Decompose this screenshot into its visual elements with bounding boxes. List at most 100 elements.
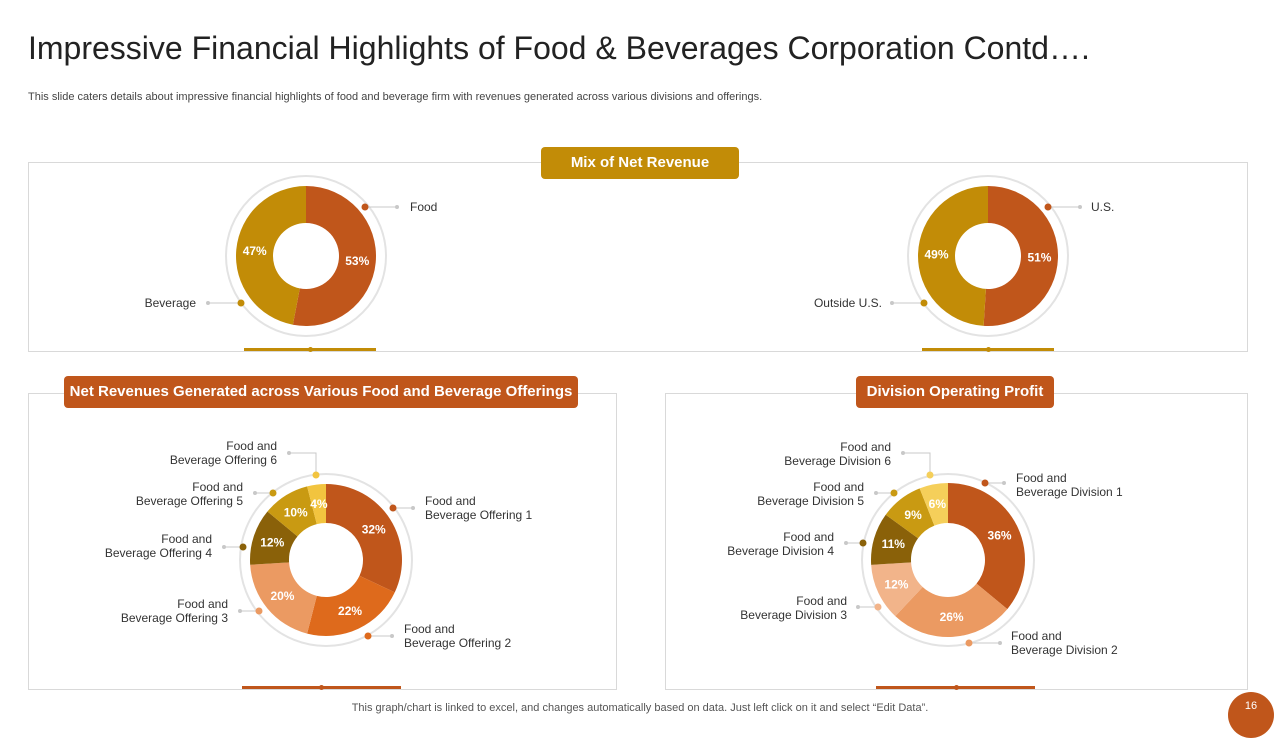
legend-label: Beverage Division 6 — [784, 454, 891, 468]
donut-slice — [871, 562, 923, 617]
legend-connector — [289, 452, 317, 475]
legend-connector-end — [1078, 205, 1082, 209]
legend-marker — [389, 504, 397, 512]
legend-label: Food and — [404, 622, 455, 636]
donut-data-label: 36% — [988, 529, 1012, 543]
legend-connector-end — [998, 641, 1002, 645]
legend-label: Beverage Offering 1 — [425, 508, 533, 522]
mix-of-net-revenue-header: Mix of Net Revenue — [541, 147, 739, 179]
donut-data-label: 12% — [884, 577, 908, 591]
donut-slice — [983, 186, 1059, 326]
legend-label: Beverage Offering 3 — [121, 611, 229, 625]
legend-connector-end — [395, 205, 399, 209]
page-number: 16 — [1244, 700, 1258, 712]
legend-label: Food and — [783, 530, 834, 544]
legend-label: Beverage Division 3 — [740, 608, 847, 622]
legend-connector-end — [222, 545, 226, 549]
donut-slice — [918, 186, 988, 326]
legend-label: Food — [410, 200, 437, 214]
legend-marker — [312, 471, 320, 479]
donut-data-label: 53% — [345, 254, 369, 268]
donut-data-label: 26% — [940, 610, 964, 624]
legend-marker — [859, 539, 867, 547]
legend-label: Food and — [161, 532, 212, 546]
legend-label: Beverage Division 4 — [727, 544, 834, 558]
page-subtitle: This slide caters details about impressi… — [28, 91, 763, 103]
legend-marker — [364, 632, 372, 640]
legend-connector-end — [890, 301, 894, 305]
donut-slice — [919, 483, 948, 526]
legend-label: Food and — [425, 494, 476, 508]
donut-slice — [871, 514, 919, 565]
us-outside-donut-chart: 51% 49% U.S. Outside U.S. — [814, 175, 1114, 337]
legend-label: Outside U.S. — [814, 296, 882, 310]
legend-connector-end — [411, 506, 415, 510]
legend-marker — [239, 543, 247, 551]
donut-data-label: 9% — [904, 508, 922, 522]
legend-marker — [269, 489, 277, 497]
donut-data-label: 20% — [270, 589, 294, 603]
legend-label: Beverage Division 1 — [1016, 485, 1123, 499]
legend-connector-end — [287, 451, 291, 455]
footnote: This graph/chart is linked to excel, and… — [351, 702, 929, 714]
legend-connector-end — [856, 605, 860, 609]
donut-data-label: 11% — [882, 537, 906, 551]
legend-connector — [903, 452, 931, 475]
legend-label: U.S. — [1091, 200, 1114, 214]
legend-label: Food and — [226, 439, 277, 453]
food-beverage-donut-chart: 53% 47% Food Beverage — [145, 175, 437, 337]
donut-data-label: 12% — [260, 536, 284, 550]
legend-marker — [874, 603, 882, 611]
legend-connector-end — [206, 301, 210, 305]
legend-label: Food and — [192, 480, 243, 494]
legend-label: Beverage Division 5 — [757, 494, 864, 508]
legend-label: Food and — [1011, 629, 1062, 643]
legend-label: Food and — [840, 440, 891, 454]
legend-label: Beverage Offering 6 — [170, 453, 278, 467]
legend-marker — [237, 299, 245, 307]
donut-data-label: 10% — [284, 505, 308, 519]
legend-marker — [926, 471, 934, 479]
legend-marker — [981, 479, 989, 487]
donut-data-label: 6% — [929, 497, 947, 511]
legend-marker — [890, 489, 898, 497]
legend-marker — [920, 299, 928, 307]
legend-connector-end — [901, 451, 905, 455]
legend-label: Beverage Offering 4 — [105, 546, 213, 560]
panel-accent-dot — [308, 347, 313, 352]
legend-marker — [361, 203, 369, 211]
donut-slice — [249, 511, 298, 565]
donut-slice — [307, 484, 326, 525]
legend-marker — [965, 639, 973, 647]
offerings-header: Net Revenues Generated across Various Fo… — [64, 376, 578, 408]
legend-label: Food and — [1016, 471, 1067, 485]
legend-connector-end — [874, 491, 878, 495]
legend-connector-end — [844, 541, 848, 545]
legend-marker — [255, 607, 263, 615]
donut-slice — [307, 575, 395, 636]
legend-connector-end — [253, 491, 257, 495]
panel-accent-dot — [986, 347, 991, 352]
legend-connector-end — [390, 634, 394, 638]
legend-label: Food and — [177, 597, 228, 611]
legend-label: Food and — [813, 480, 864, 494]
donut-slice — [267, 486, 317, 537]
legend-connector-end — [238, 609, 242, 613]
donut-slice — [292, 186, 376, 326]
page-number-badge — [1228, 692, 1274, 738]
donut-data-label: 32% — [362, 523, 386, 537]
legend-label: Beverage — [145, 296, 197, 310]
legend-label: Beverage Offering 2 — [404, 636, 512, 650]
donut-slice — [948, 483, 1025, 610]
donut-slice — [885, 488, 935, 539]
donut-slice — [326, 484, 402, 593]
page-title: Impressive Financial Highlights of Food … — [28, 30, 1090, 66]
donut-data-label: 47% — [243, 244, 267, 258]
legend-label: Beverage Offering 5 — [136, 494, 244, 508]
donut-slice — [236, 186, 306, 325]
donut-data-label: 51% — [1027, 251, 1051, 265]
legend-label: Beverage Division 2 — [1011, 643, 1118, 657]
division-profit-header: Division Operating Profit — [856, 376, 1054, 408]
